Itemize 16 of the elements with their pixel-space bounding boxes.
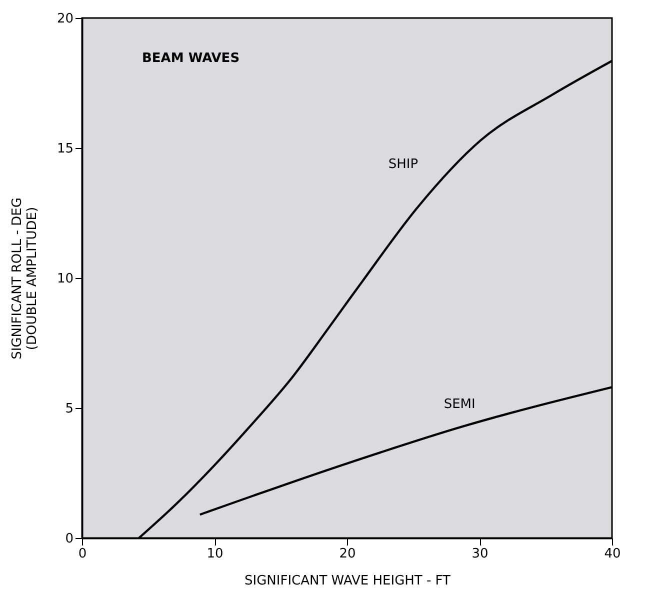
x-tick-label: 40 bbox=[604, 546, 621, 562]
y-tick-label: 10 bbox=[56, 272, 74, 286]
x-tick-label: 10 bbox=[206, 546, 224, 562]
text: BEAM WAVES bbox=[142, 51, 240, 66]
series-label: SHIP bbox=[388, 156, 418, 172]
y-tick-label: 20 bbox=[56, 12, 74, 26]
y-tick-label: 0 bbox=[65, 532, 74, 546]
y-tick-label: 15 bbox=[56, 142, 74, 156]
x-tick-label: 0 bbox=[78, 546, 87, 562]
x-tick-label: 30 bbox=[472, 546, 488, 562]
series-label: SEMI bbox=[444, 397, 476, 412]
text: (DOUBLE AMPLITUDE) bbox=[24, 206, 40, 350]
x-tick-label: 20 bbox=[339, 546, 356, 562]
text: SIGNIFICANT ROLL - DEG bbox=[10, 198, 25, 360]
x-axis-title: SIGNIFICANT WAVE HEIGHT - FT bbox=[244, 574, 451, 588]
y-tick-label: 5 bbox=[65, 402, 74, 416]
